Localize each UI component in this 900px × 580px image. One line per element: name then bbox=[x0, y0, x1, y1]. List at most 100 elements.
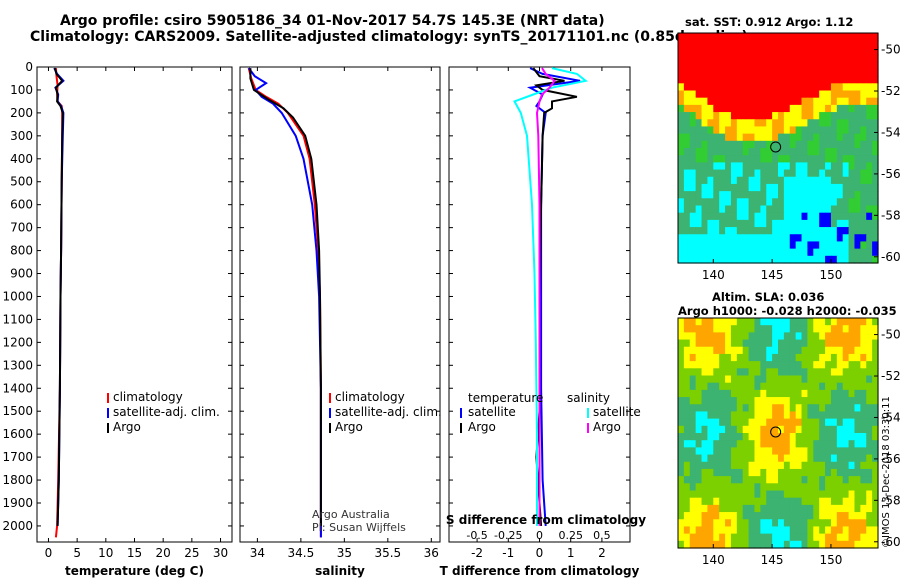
sla-map-cell bbox=[801, 404, 809, 413]
sst-map-cell bbox=[819, 76, 826, 84]
sla-map-cell bbox=[783, 361, 791, 369]
sla-map-cell bbox=[748, 454, 756, 463]
sla-map-cell bbox=[725, 468, 732, 477]
sst-map-cell bbox=[719, 133, 726, 142]
sla-map-cell bbox=[701, 375, 709, 384]
sla-map-cell bbox=[819, 468, 826, 477]
sst-map-cell bbox=[854, 176, 861, 185]
sst-map-cell bbox=[836, 212, 844, 221]
sst-map-cell bbox=[742, 126, 750, 135]
sst-map-cell bbox=[830, 205, 838, 214]
sst-map-cell bbox=[730, 40, 738, 48]
sst-map-cell bbox=[713, 155, 720, 163]
sla-map-cell bbox=[713, 440, 720, 448]
sla-map-cell bbox=[778, 404, 785, 413]
sst-map-cell bbox=[801, 119, 809, 128]
sla-map-cell bbox=[819, 512, 826, 520]
sst-map-cell bbox=[872, 162, 879, 171]
sst-map-cell bbox=[866, 183, 873, 192]
temperature-ytick-label: 300 bbox=[10, 129, 33, 143]
sst-map-cell bbox=[736, 162, 744, 171]
sla-map-cell bbox=[825, 483, 832, 492]
sla-map-cell bbox=[866, 454, 873, 463]
sla-map-cell bbox=[866, 468, 873, 477]
sla-map-cell bbox=[725, 397, 732, 405]
sst-map-cell bbox=[801, 90, 809, 99]
sla-map-cell bbox=[778, 483, 785, 492]
sst-map-cell bbox=[813, 255, 820, 264]
sst-map-cell bbox=[678, 198, 685, 207]
sst-map-cell bbox=[778, 40, 785, 48]
sla-map-cell bbox=[807, 375, 814, 384]
sla-map-cell bbox=[842, 454, 850, 463]
sla-map-cell bbox=[842, 368, 850, 377]
sla-map-cell bbox=[801, 411, 809, 420]
sst-map-cell bbox=[789, 162, 797, 171]
sla-map-cell bbox=[836, 454, 844, 463]
sla-map-cell bbox=[836, 540, 844, 549]
sla-map-cell bbox=[719, 476, 726, 484]
sst-map-cell bbox=[848, 47, 856, 56]
sla-map-cell bbox=[836, 433, 844, 441]
sla-map-cell bbox=[760, 468, 767, 477]
sst-map-cell bbox=[789, 212, 797, 221]
sst-map-cell bbox=[719, 176, 726, 185]
sla-map-cell bbox=[772, 440, 779, 448]
sst-map-cell bbox=[842, 205, 850, 214]
sla-map-cell bbox=[707, 526, 714, 535]
salinity-series-argo bbox=[249, 68, 322, 526]
sst-map-cell bbox=[789, 104, 797, 113]
sla-map-cell bbox=[807, 468, 814, 477]
sst-map-cell bbox=[678, 155, 685, 163]
sla-map-cell bbox=[789, 332, 797, 341]
sla-map-cell bbox=[678, 397, 685, 405]
sst-map-cell bbox=[719, 126, 726, 135]
sla-map-cell bbox=[730, 375, 738, 384]
sla-map-cell bbox=[754, 468, 761, 477]
sla-map-cell bbox=[836, 353, 844, 362]
sst-map-cell bbox=[701, 119, 709, 128]
sst-map-cell bbox=[730, 162, 738, 171]
sst-map-cell bbox=[736, 155, 744, 163]
sla-map-cell bbox=[854, 332, 861, 341]
sla-map-cell bbox=[719, 454, 726, 463]
sla-map-cell bbox=[813, 504, 820, 513]
sla-map-cell bbox=[860, 346, 867, 355]
sla-map-cell bbox=[713, 318, 720, 326]
sst-map-cell bbox=[736, 33, 744, 41]
sla-map-cell bbox=[807, 483, 814, 492]
sst-map-cell bbox=[713, 205, 720, 214]
sst-map-cell bbox=[801, 212, 809, 221]
sla-map-cell bbox=[766, 346, 773, 355]
sla-map-cell bbox=[778, 318, 785, 326]
sst-map-cell bbox=[772, 61, 779, 70]
sla-map-cell bbox=[683, 353, 691, 362]
sst-map-cell bbox=[701, 162, 709, 171]
sla-map-cell bbox=[754, 425, 761, 434]
sla-map-cell bbox=[825, 433, 832, 441]
sla-map-cell bbox=[760, 353, 767, 362]
sla-map-cell bbox=[778, 447, 785, 456]
sla-map-cell bbox=[801, 325, 809, 333]
sst-map-cell bbox=[713, 119, 720, 128]
sla-map-cell bbox=[683, 411, 691, 420]
sla-map-cell bbox=[766, 339, 773, 348]
sst-map-cell bbox=[872, 40, 879, 48]
sla-map-cell bbox=[807, 404, 814, 413]
sst-map-cell bbox=[819, 162, 826, 171]
sla-map-cell bbox=[678, 476, 685, 484]
sst-map-cell bbox=[783, 40, 791, 48]
sst-map-cell bbox=[778, 68, 785, 77]
sla-map-cell bbox=[801, 318, 809, 326]
sst-map-cell bbox=[695, 68, 703, 77]
sst-map-cell bbox=[825, 248, 832, 257]
sla-map-cell bbox=[819, 325, 826, 333]
sst-map-cell bbox=[730, 219, 738, 228]
sla-map-cell bbox=[866, 483, 873, 492]
temperature-ytick-label: 1000 bbox=[2, 289, 33, 303]
sst-map-cell bbox=[695, 162, 703, 171]
sst-map-cell bbox=[725, 133, 732, 142]
sla-map-cell bbox=[789, 397, 797, 405]
sst-map-cell bbox=[736, 83, 744, 92]
temperature-ytick-label: 1400 bbox=[2, 381, 33, 395]
